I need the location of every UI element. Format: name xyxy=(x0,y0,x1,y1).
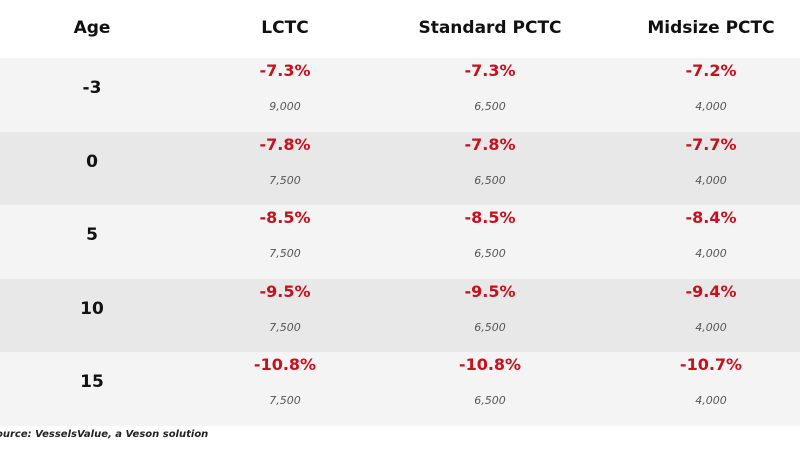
pct-change-value: -10.8% xyxy=(458,355,522,375)
table-row: 15 -10.8% 7,500 -10.8% 6,500 -10.7% 4,000 xyxy=(0,352,800,426)
capacity-value: 4,000 xyxy=(695,320,727,334)
age-cell: 10 xyxy=(80,298,104,319)
capacity-value: 9,000 xyxy=(269,100,301,113)
capacity-value: 6,500 xyxy=(474,100,506,113)
capacity-value: 6,500 xyxy=(474,394,506,408)
source-note: ource: VesselsValue, a Veson solution xyxy=(0,429,209,440)
capacity-value: 7,500 xyxy=(269,394,301,408)
pct-change-value: -9.5% xyxy=(464,281,516,301)
pct-change-value: -10.7% xyxy=(679,355,743,375)
capacity-value: 4,000 xyxy=(695,100,727,113)
column-header-lctc: LCTC xyxy=(261,18,309,38)
capacity-value: 6,500 xyxy=(474,173,506,187)
capacity-value: 6,500 xyxy=(474,247,506,261)
table-row: 10 -9.5% 7,500 -9.5% 6,500 -9.4% 4,000 xyxy=(0,278,800,353)
table-header: Age LCTC Standard PCTC Midsize PCTC xyxy=(0,0,800,58)
table-row: 5 -8.5% 7,500 -8.5% 6,500 -8.4% 4,000 xyxy=(0,205,800,279)
column-header-standard-pctc: Standard PCTC xyxy=(418,18,562,38)
age-cell: 5 xyxy=(86,225,98,246)
age-cell: 0 xyxy=(86,151,98,172)
capacity-value: 4,000 xyxy=(695,394,727,408)
capacity-value: 7,500 xyxy=(269,320,301,334)
pct-change-value: -7.8% xyxy=(259,134,311,154)
pct-change-value: -7.8% xyxy=(464,134,516,154)
column-header-midsize-pctc: Midsize PCTC xyxy=(647,18,775,38)
pct-change-value: -10.8% xyxy=(253,355,317,375)
table-row: -3 -7.3% 9,000 -7.3% 6,500 -7.2% 4,000 xyxy=(0,58,800,132)
pct-change-value: -9.5% xyxy=(259,281,311,301)
pct-change-value: -7.3% xyxy=(464,61,516,80)
pct-change-value: -9.4% xyxy=(685,281,737,301)
pct-change-value: -8.4% xyxy=(685,208,737,228)
pct-change-value: -7.2% xyxy=(685,61,737,80)
capacity-value: 7,500 xyxy=(269,173,301,187)
capacity-value: 6,500 xyxy=(474,320,506,334)
table-row: 0 -7.8% 7,500 -7.8% 6,500 -7.7% 4,000 xyxy=(0,131,800,206)
pct-change-value: -8.5% xyxy=(259,208,311,228)
capacity-value: 4,000 xyxy=(695,173,727,187)
pct-change-value: -7.3% xyxy=(259,61,311,80)
pct-change-value: -8.5% xyxy=(464,208,516,228)
pct-change-value: -7.7% xyxy=(685,134,737,154)
age-cell: -3 xyxy=(82,78,102,98)
capacity-value: 4,000 xyxy=(695,247,727,261)
capacity-value: 7,500 xyxy=(269,247,301,261)
age-cell: 15 xyxy=(80,372,104,393)
column-header-age: Age xyxy=(73,18,111,38)
